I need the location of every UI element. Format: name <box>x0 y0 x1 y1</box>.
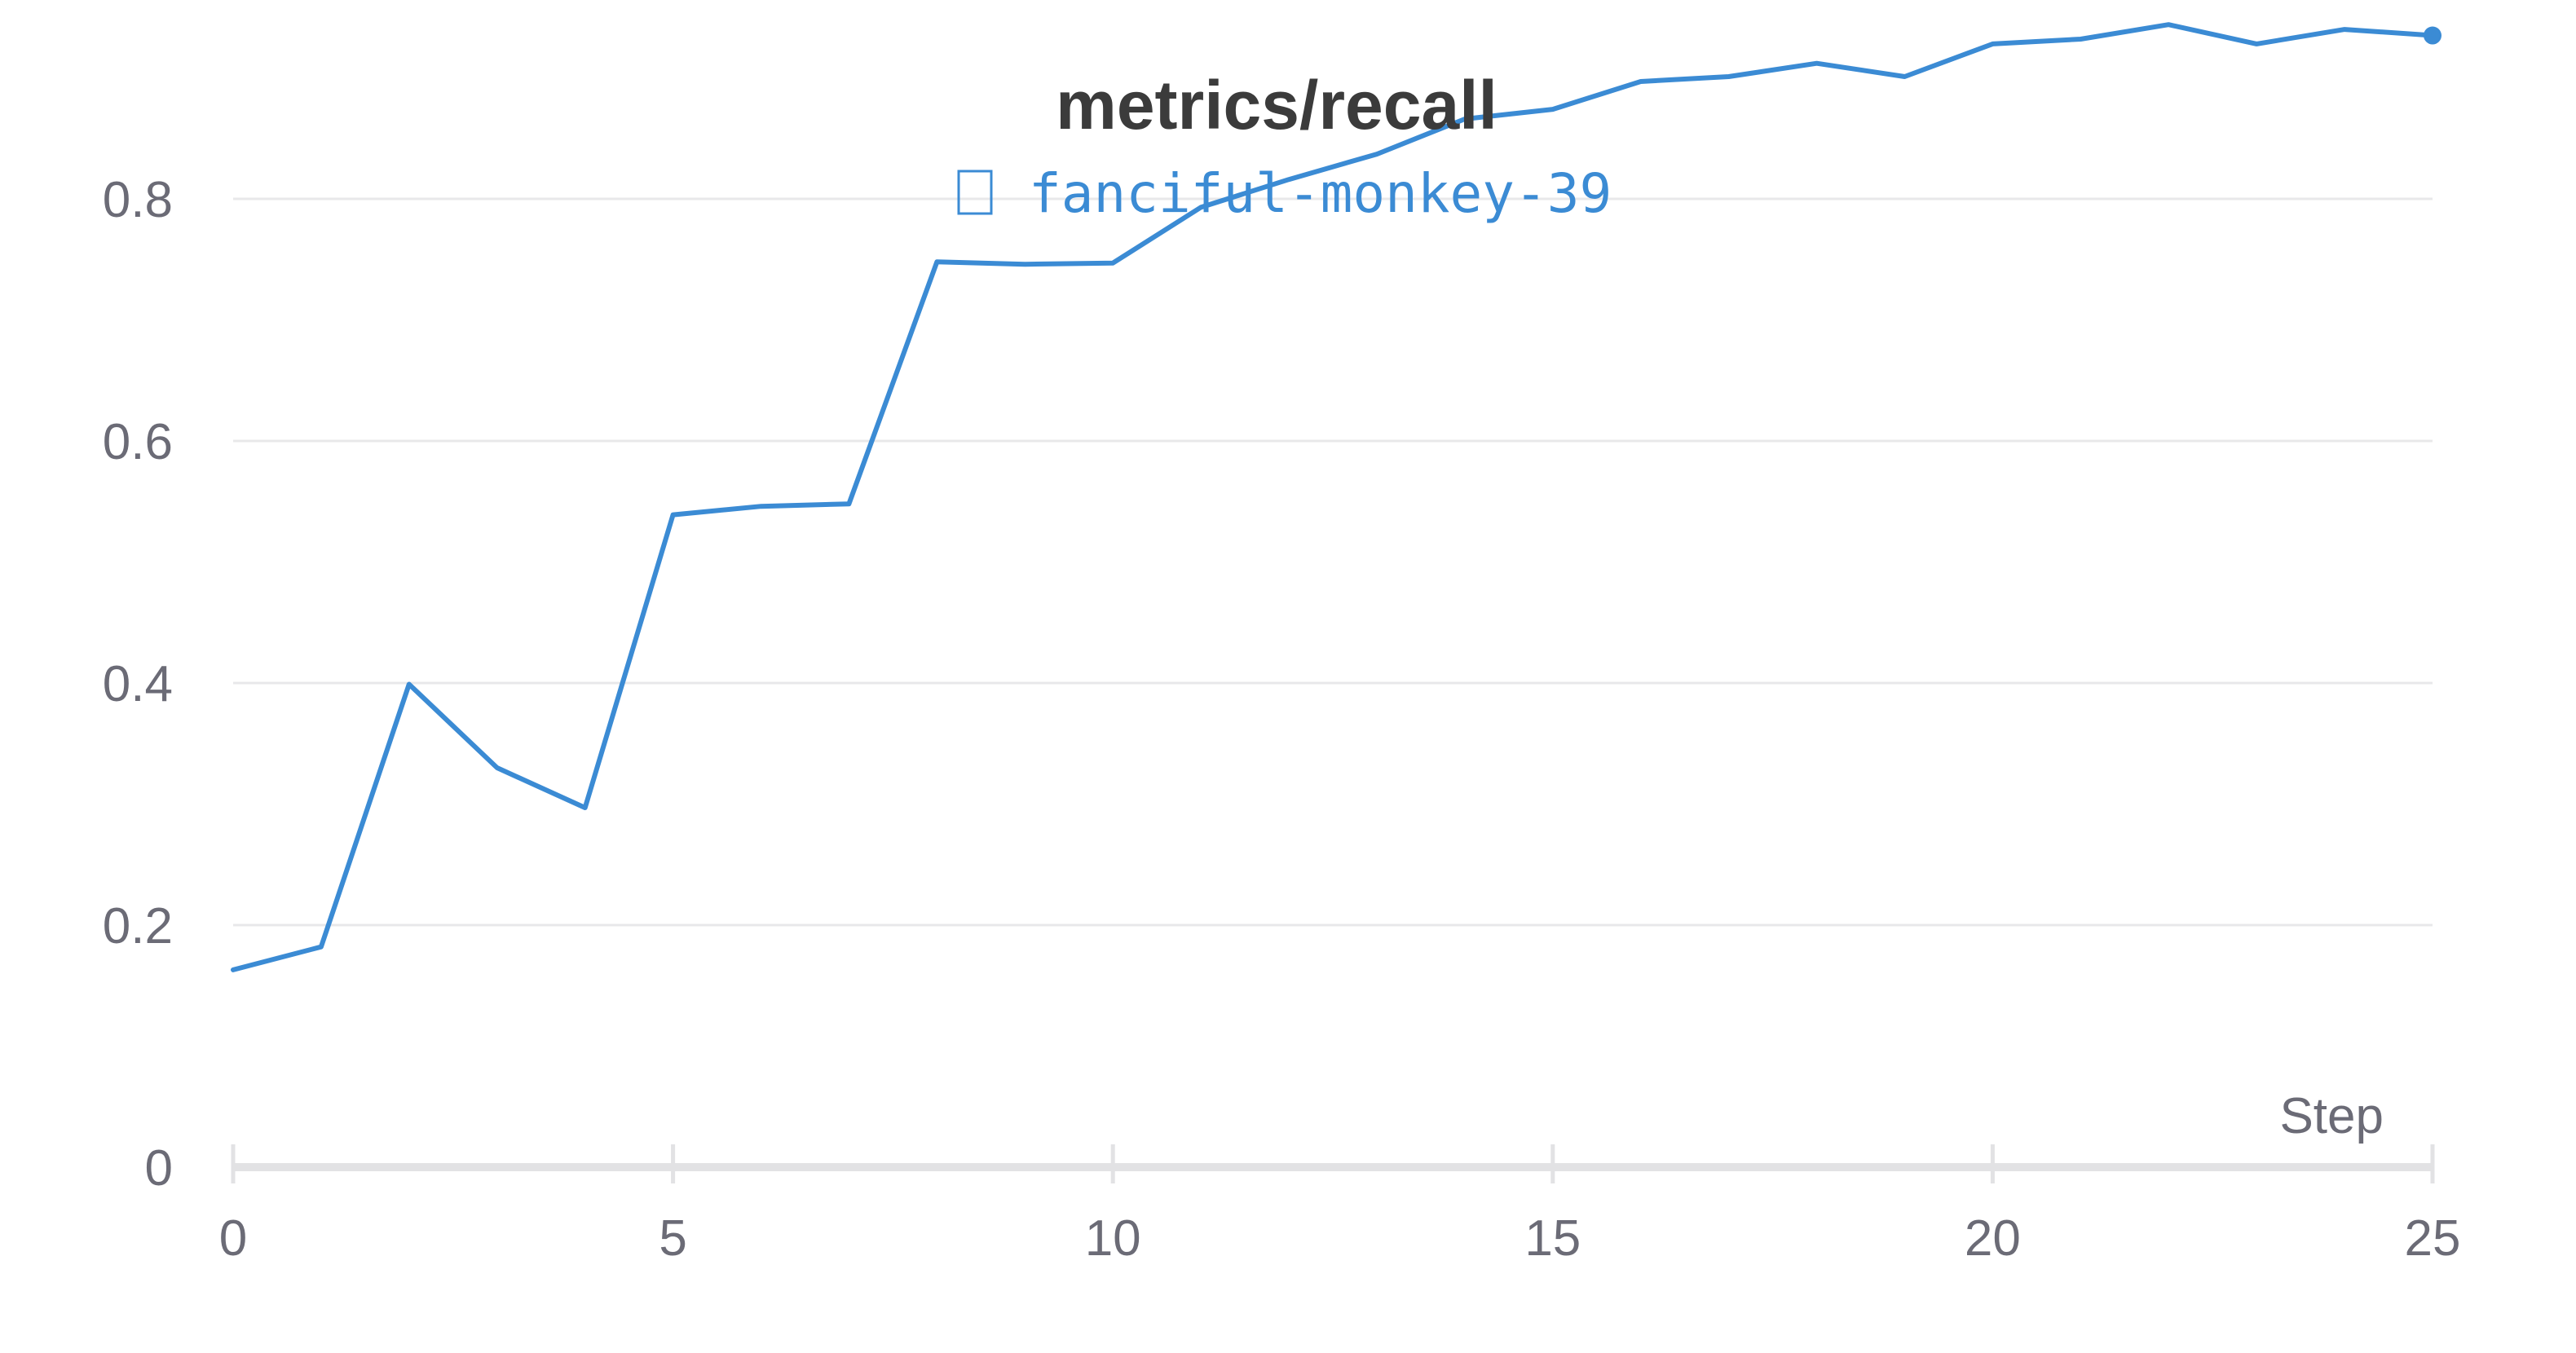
grid-lines <box>233 197 2433 927</box>
series-endpoint-marker[interactable] <box>2424 26 2441 45</box>
chart-title: metrics/recall <box>1056 67 1498 143</box>
series-layer[interactable] <box>231 22 2441 972</box>
series-line[interactable] <box>231 22 2435 972</box>
x-tick-label: 10 <box>1085 1210 1141 1267</box>
y-axis: 0 0.2 0.4 0.6 0.8 <box>103 172 173 1197</box>
y-tick-label: 0.2 <box>103 898 173 954</box>
x-tick-label: 20 <box>1965 1210 2021 1267</box>
y-tick-label: 0.4 <box>103 656 173 712</box>
y-tick-label: 0.6 <box>103 414 173 470</box>
y-tick-label: 0.8 <box>103 172 173 228</box>
y-tick-label: 0 <box>145 1140 173 1197</box>
x-axis: 0 5 10 15 20 25 <box>219 1144 2461 1267</box>
x-tick-label: 0 <box>219 1210 247 1267</box>
x-tick-label: 15 <box>1524 1210 1581 1267</box>
legend[interactable]: fanciful-monkey-39 <box>957 162 1612 225</box>
x-tick-label: 5 <box>659 1210 686 1267</box>
legend-swatch-icon <box>957 170 993 215</box>
x-tick-label: 25 <box>2405 1210 2461 1267</box>
legend-label: fanciful-monkey-39 <box>1029 162 1612 225</box>
x-axis-title: Step <box>2279 1088 2384 1144</box>
